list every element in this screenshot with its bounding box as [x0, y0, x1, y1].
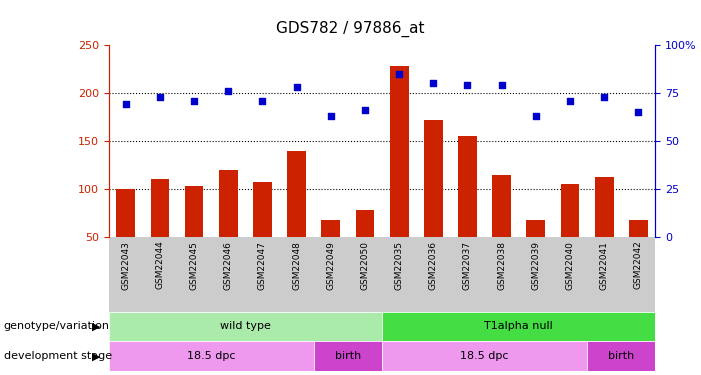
Point — [120, 102, 131, 108]
Bar — [109, 312, 382, 341]
Bar — [458, 136, 477, 237]
Point — [154, 94, 165, 100]
Point — [189, 98, 200, 104]
Bar — [109, 341, 314, 371]
Point — [633, 109, 644, 115]
Point — [223, 88, 234, 94]
Bar — [390, 66, 409, 237]
Bar — [629, 220, 648, 237]
Text: GSM22039: GSM22039 — [531, 241, 540, 290]
Text: birth: birth — [335, 351, 361, 361]
Bar — [321, 220, 340, 237]
Text: GSM22042: GSM22042 — [634, 241, 643, 290]
Point — [325, 113, 336, 119]
Bar — [287, 150, 306, 237]
Bar — [561, 184, 580, 237]
Text: GSM22038: GSM22038 — [497, 241, 506, 290]
Text: 18.5 dpc: 18.5 dpc — [187, 351, 236, 361]
Text: wild type: wild type — [220, 321, 271, 332]
Text: GSM22050: GSM22050 — [360, 241, 369, 290]
Point — [496, 82, 508, 88]
Text: birth: birth — [608, 351, 634, 361]
Bar — [424, 120, 443, 237]
Text: ▶: ▶ — [92, 321, 100, 332]
Point — [462, 82, 473, 88]
Bar — [382, 312, 655, 341]
Text: ▶: ▶ — [92, 351, 100, 361]
Point — [530, 113, 541, 119]
Text: GSM22047: GSM22047 — [258, 241, 267, 290]
Bar — [526, 220, 545, 237]
Bar — [219, 170, 238, 237]
Text: genotype/variation: genotype/variation — [4, 321, 109, 332]
Text: GSM22035: GSM22035 — [395, 241, 404, 290]
Point — [599, 94, 610, 100]
Text: GSM22049: GSM22049 — [326, 241, 335, 290]
Bar — [587, 341, 655, 371]
Bar — [184, 186, 203, 237]
Bar — [253, 182, 272, 237]
Bar — [151, 179, 170, 237]
Point — [257, 98, 268, 104]
Bar — [382, 341, 587, 371]
Bar — [355, 210, 374, 237]
Point — [428, 80, 439, 86]
Point — [291, 84, 302, 90]
Text: GSM22040: GSM22040 — [566, 241, 575, 290]
Bar — [116, 189, 135, 237]
Text: GSM22046: GSM22046 — [224, 241, 233, 290]
Bar — [492, 174, 511, 237]
Text: GDS782 / 97886_at: GDS782 / 97886_at — [276, 21, 425, 37]
Text: GSM22041: GSM22041 — [599, 241, 608, 290]
Bar — [594, 177, 613, 237]
Point — [393, 71, 404, 77]
Point — [360, 107, 371, 113]
Text: T1alpha null: T1alpha null — [484, 321, 553, 332]
Text: GSM22048: GSM22048 — [292, 241, 301, 290]
Text: development stage: development stage — [4, 351, 111, 361]
Text: GSM22036: GSM22036 — [429, 241, 438, 290]
Text: GSM22044: GSM22044 — [156, 241, 165, 290]
Text: GSM22037: GSM22037 — [463, 241, 472, 290]
Text: 18.5 dpc: 18.5 dpc — [461, 351, 509, 361]
Bar — [314, 341, 382, 371]
Text: GSM22045: GSM22045 — [189, 241, 198, 290]
Point — [564, 98, 576, 104]
Text: GSM22043: GSM22043 — [121, 241, 130, 290]
